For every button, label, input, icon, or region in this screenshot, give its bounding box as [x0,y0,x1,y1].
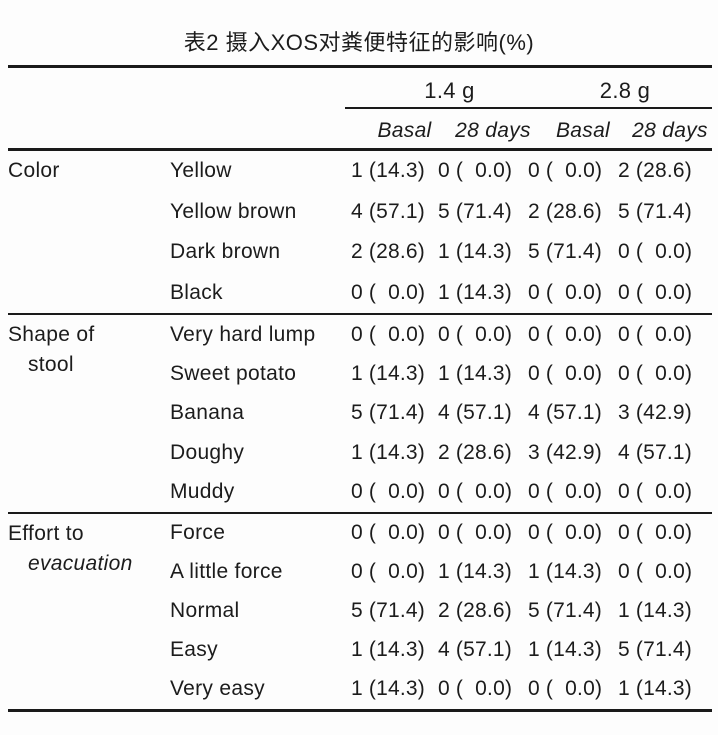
row-label: Yellow [170,159,232,183]
data-cell: 1 (14.3) [438,280,512,304]
subheader-basal-2: Basal [555,119,611,142]
data-cell: 0 ( 0.0) [351,480,426,504]
data-cell: 1 (14.3) [618,599,692,623]
stool-characteristics-table: 1.4 g 2.8 g Basal 28 days Basal 28 days … [8,65,712,712]
data-cell: 0 ( 0.0) [438,480,513,504]
data-cell: 5 (71.4) [618,638,692,662]
data-cell: 4 (57.1) [351,199,425,223]
dose-group-underline-rule [345,107,712,109]
data-cell: 5 (71.4) [528,599,602,623]
data-cell: 5 (71.4) [528,240,602,264]
data-cell: 2 (28.6) [438,599,512,623]
data-cell: 0 ( 0.0) [438,677,513,701]
data-cell: 0 ( 0.0) [528,362,603,386]
bottom-rule [8,708,712,712]
section-category-line1: Effort to [8,521,84,545]
data-cell: 0 ( 0.0) [528,322,603,346]
data-cell: 0 ( 0.0) [528,521,603,545]
data-cell: 4 (57.1) [438,638,512,662]
data-cell: 1 (14.3) [438,560,512,584]
header-rule [8,148,712,151]
data-cell: 3 (42.9) [618,401,692,425]
data-cell: 1 (14.3) [528,638,602,662]
data-cell: 0 ( 0.0) [528,280,603,304]
dose-group-header-1-4g: 1.4 g [424,78,475,103]
row-label: Easy [170,638,218,662]
data-cell: 0 ( 0.0) [618,480,693,504]
data-cell: 0 ( 0.0) [618,521,693,545]
data-cell: 0 ( 0.0) [618,280,693,304]
data-cell: 1 (14.3) [351,638,425,662]
data-cell: 0 ( 0.0) [528,480,603,504]
data-cell: 5 (71.4) [351,599,425,623]
data-cell: 0 ( 0.0) [351,521,426,545]
section-category: Color [8,151,170,313]
data-cell: 0 ( 0.0) [618,240,693,264]
row-label: Dark brown [170,240,281,264]
row-label: Banana [170,401,245,425]
data-cell: 2 (28.6) [528,199,602,223]
table-header: 1.4 g 2.8 g Basal 28 days Basal 28 days [8,68,712,148]
data-cell: 1 (14.3) [351,677,425,701]
data-cell: 0 ( 0.0) [618,322,693,346]
dose-group-header-2-8g: 2.8 g [599,78,651,103]
data-cell: 0 ( 0.0) [618,362,693,386]
data-cell: 0 ( 0.0) [438,159,513,183]
section-category: Shape of stool [8,315,170,512]
data-cell: 0 ( 0.0) [528,677,603,701]
row-label: Very easy [170,677,265,701]
section-divider-rule [8,313,712,315]
data-cell: 0 ( 0.0) [351,560,426,584]
section-category: Effort to evacuation [8,514,170,709]
section-divider-rule [8,511,712,514]
data-cell: 4 (57.1) [528,401,602,425]
data-cell: 0 ( 0.0) [528,159,603,183]
row-label: Doughy [170,440,245,464]
section-effort-to-evacuation: Effort to evacuation Force 0 ( 0.0) 0 ( … [8,514,712,709]
table-caption: 表2 摄入XOS对粪便特征的影响(%) [183,30,535,55]
data-cell: 3 (42.9) [528,440,602,464]
data-cell: 0 ( 0.0) [351,322,426,346]
data-cell: 0 ( 0.0) [438,521,513,545]
row-label: Yellow brown [170,199,297,223]
row-label: Black [170,280,223,304]
subheader-28days-1: 28 days [455,119,531,142]
data-cell: 0 ( 0.0) [618,560,693,584]
data-cell: 2 (28.6) [618,159,692,183]
row-label: Sweet potato [170,362,297,386]
data-cell: 2 (28.6) [438,440,512,464]
top-rule [8,65,712,68]
data-cell: 4 (57.1) [618,440,692,464]
row-label: Normal [170,599,240,623]
row-label: Muddy [170,480,235,504]
data-cell: 5 (71.4) [438,199,512,223]
section-category-line1: Shape of [8,323,95,346]
data-cell: 1 (14.3) [528,560,602,584]
data-cell: 1 (14.3) [618,677,692,701]
data-cell: 1 (14.3) [438,362,512,386]
data-cell: 1 (14.3) [351,362,425,386]
data-cell: 0 ( 0.0) [438,322,513,346]
data-cell: 4 (57.1) [438,401,512,425]
subheader-basal-1: Basal [377,119,432,142]
data-cell: 1 (14.3) [351,159,425,183]
data-cell: 2 (28.6) [351,240,425,264]
section-category-line2: evacuation [28,551,133,575]
row-label: Very hard lump [170,322,316,346]
data-cell: 1 (14.3) [438,240,512,264]
data-cell: 5 (71.4) [351,401,425,425]
subheader-28days-2: 28 days [632,119,708,142]
data-cell: 1 (14.3) [351,440,425,464]
section-shape-of-stool: Shape of stool Very hard lump 0 ( 0.0) 0… [8,315,712,512]
section-category-line1: Color [8,159,60,182]
data-cell: 5 (71.4) [618,199,692,223]
section-color: Color Yellow 1 (14.3) 0 ( 0.0) 0 ( 0.0) … [8,151,712,313]
row-label: Force [170,521,226,545]
data-cell: 0 ( 0.0) [351,280,426,304]
row-label: A little force [170,560,283,584]
section-category-line2: stool [28,353,74,376]
